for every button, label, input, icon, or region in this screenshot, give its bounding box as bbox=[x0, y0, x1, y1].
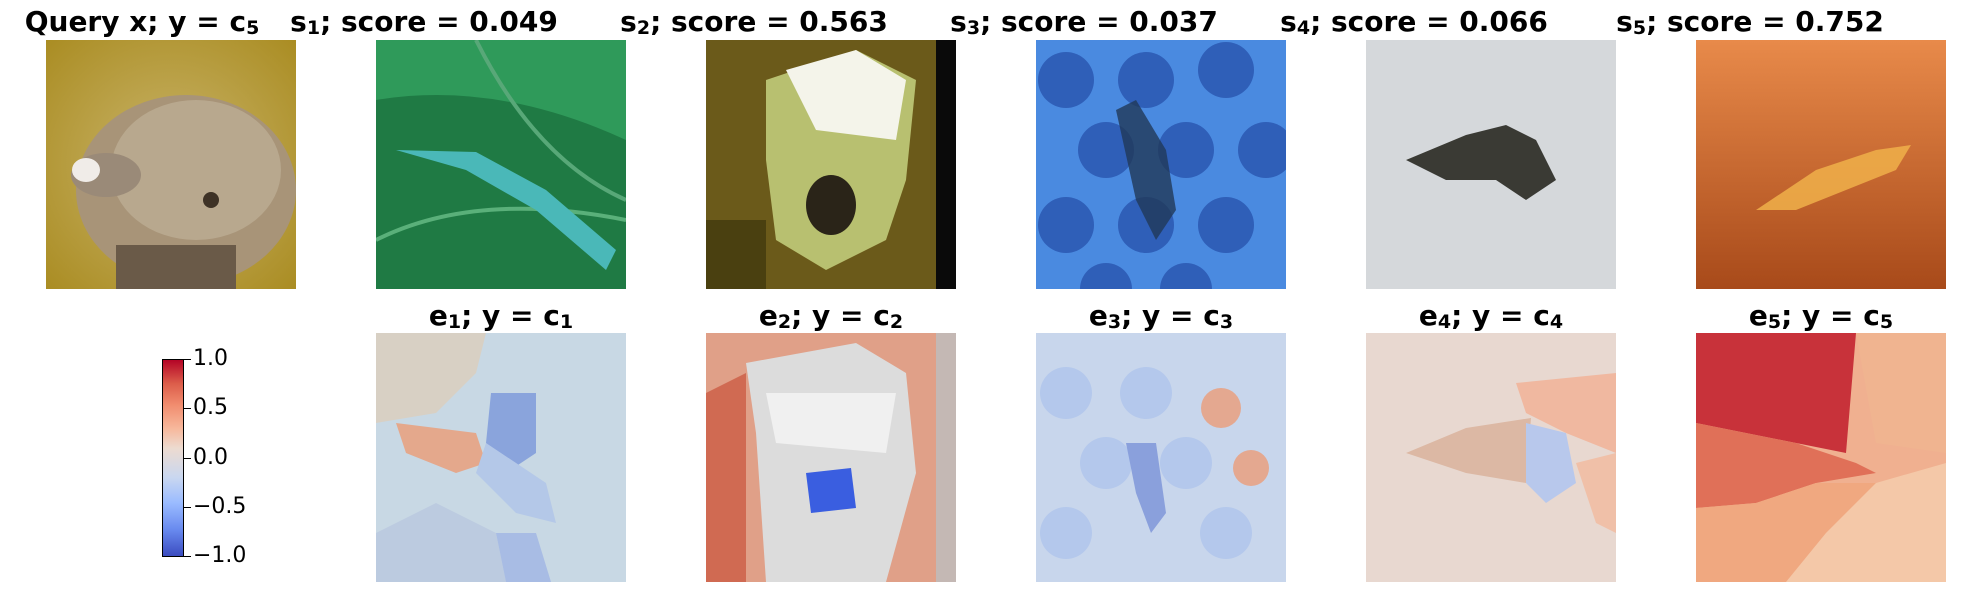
query-image bbox=[46, 40, 296, 289]
e3-explanation-map bbox=[1036, 333, 1286, 582]
colorbar-tick-m1 bbox=[184, 556, 191, 557]
s1-title: s1; score = 0.049 bbox=[290, 5, 558, 39]
colorbar-tick-0 bbox=[184, 458, 191, 459]
e5-title: e5; y = c5 bbox=[1748, 299, 1894, 333]
e1-title: e1; y = c1 bbox=[428, 299, 574, 333]
colorbar-label-m1: −1.0 bbox=[193, 543, 247, 568]
s4-title: s4; score = 0.066 bbox=[1280, 5, 1548, 39]
e5-explanation-map bbox=[1696, 333, 1946, 582]
colorbar-label-05: 0.5 bbox=[193, 395, 228, 420]
colorbar-label-1: 1.0 bbox=[193, 346, 228, 371]
s2-title: s2; score = 0.563 bbox=[620, 5, 888, 39]
colorbar-label-0: 0.0 bbox=[193, 445, 228, 470]
e1-explanation-map bbox=[376, 333, 626, 582]
s2-image bbox=[706, 40, 956, 289]
colorbar-tick-1 bbox=[184, 359, 191, 360]
s5-title: s5; score = 0.752 bbox=[1616, 5, 1884, 39]
colorbar-tick-05 bbox=[184, 408, 191, 409]
e2-title: e2; y = c2 bbox=[758, 299, 904, 333]
s3-title: s3; score = 0.037 bbox=[950, 5, 1218, 39]
query-title: Query x; y = c5 bbox=[24, 5, 260, 39]
e4-explanation-map bbox=[1366, 333, 1616, 582]
s4-image bbox=[1366, 40, 1616, 289]
colorbar-label-m05: −0.5 bbox=[193, 494, 247, 519]
s3-image bbox=[1036, 40, 1286, 289]
colorbar-tick-m05 bbox=[184, 507, 191, 508]
s5-image bbox=[1696, 40, 1946, 289]
e4-title: e4; y = c4 bbox=[1418, 299, 1564, 333]
e2-explanation-map bbox=[706, 333, 956, 582]
s1-image bbox=[376, 40, 626, 289]
colorbar bbox=[162, 359, 184, 557]
e3-title: e3; y = c3 bbox=[1088, 299, 1234, 333]
